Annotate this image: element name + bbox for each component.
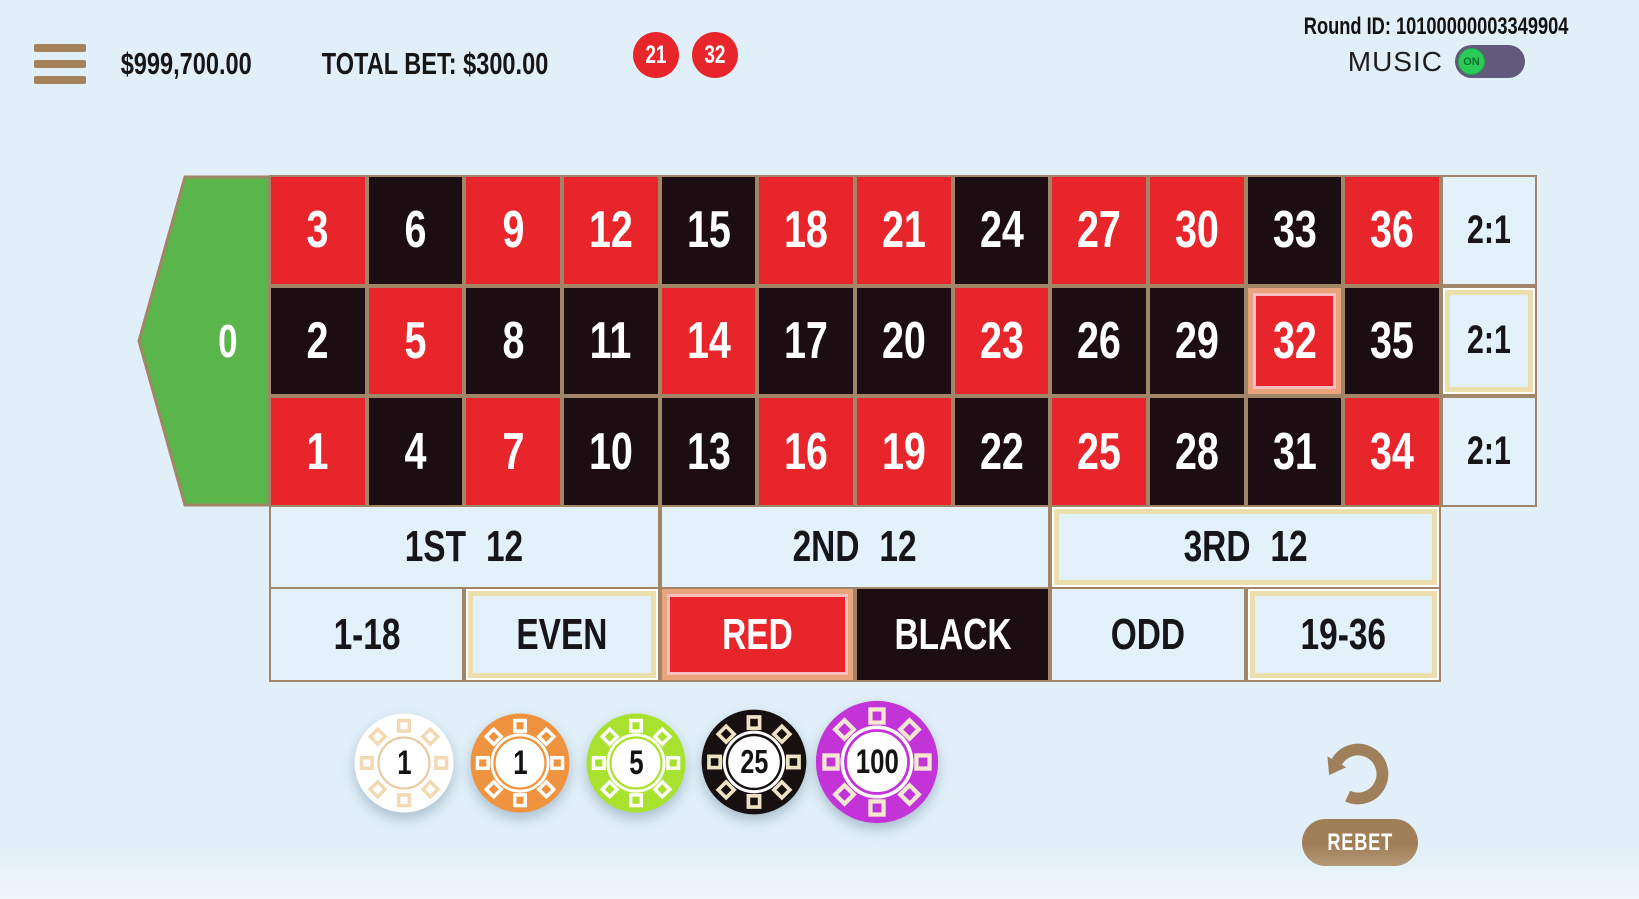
total-bet-label: TOTAL BET: $300.00 <box>321 46 549 81</box>
bet-1-18[interactable]: 1-18 <box>271 589 463 680</box>
bet-number-32[interactable]: 32 <box>1247 287 1342 395</box>
bet-number-36[interactable]: 36 <box>1345 177 1439 284</box>
column-bets: 2:1 2:1 2:1 <box>1441 175 1537 507</box>
bet-number-26[interactable]: 26 <box>1052 287 1146 395</box>
chip-100-selected[interactable]: 100 <box>814 699 940 825</box>
chip-5[interactable]: 5 <box>585 712 687 814</box>
chip-25[interactable]: 25 <box>700 708 808 816</box>
zero-shape-icon <box>137 175 271 507</box>
bet-number-9[interactable]: 9 <box>466 177 560 284</box>
bet-3rd-12[interactable]: 3RD 12 <box>1052 507 1439 587</box>
bet-black[interactable]: BLACK <box>856 589 1049 680</box>
roulette-betting-table: 0 3 6 9 12 15 18 21 24 27 30 33 36 2 5 8 11 14 17 20 23 26 29… <box>137 175 1537 682</box>
music-toggle[interactable]: ON <box>1455 45 1525 78</box>
bet-number-31[interactable]: 31 <box>1247 398 1342 505</box>
chip-value: 5 <box>628 743 644 782</box>
music-label: MUSIC <box>1347 45 1443 77</box>
bet-number-35[interactable]: 35 <box>1345 287 1439 395</box>
bet-even[interactable]: EVEN <box>466 589 658 680</box>
bet-number-11[interactable]: 11 <box>563 287 658 395</box>
bet-1st-12[interactable]: 1ST 12 <box>271 507 658 587</box>
recent-result-badge: 32 <box>692 32 738 78</box>
bet-number-8[interactable]: 8 <box>466 287 560 395</box>
recent-result-badge: 21 <box>633 32 679 78</box>
bet-number-29[interactable]: 29 <box>1149 287 1244 395</box>
hamburger-bar <box>34 76 86 84</box>
round-id-label: Round ID: 10100000003349904 <box>1303 13 1569 40</box>
chip-value: 1 <box>512 743 528 782</box>
bet-number-12[interactable]: 12 <box>563 177 658 284</box>
bet-number-15[interactable]: 15 <box>661 177 756 284</box>
bet-number-4[interactable]: 4 <box>368 398 463 505</box>
bet-number-3[interactable]: 3 <box>271 177 365 284</box>
music-control: MUSIC ON <box>1348 45 1525 78</box>
chip-face-icon <box>354 713 454 813</box>
chip-1[interactable]: 1 <box>469 712 571 814</box>
bet-number-10[interactable]: 10 <box>563 398 658 505</box>
hamburger-bar <box>34 60 86 68</box>
rebet-button[interactable]: REBET <box>1302 819 1418 866</box>
bet-column-middle[interactable]: 2:1 <box>1443 287 1535 395</box>
bet-number-14[interactable]: 14 <box>661 287 756 395</box>
bet-number-23[interactable]: 23 <box>954 287 1049 395</box>
chip-face-icon <box>701 709 807 815</box>
bet-number-27[interactable]: 27 <box>1052 177 1146 284</box>
zero-label: 0 <box>218 315 238 367</box>
bet-number-18[interactable]: 18 <box>759 177 853 284</box>
bet-number-19[interactable]: 19 <box>856 398 951 505</box>
bet-number-33[interactable]: 33 <box>1247 177 1342 284</box>
music-toggle-knob: ON <box>1458 48 1485 75</box>
chip-value: 1 <box>396 743 412 782</box>
bet-number-21[interactable]: 21 <box>856 177 951 284</box>
bet-number-13[interactable]: 13 <box>661 398 756 505</box>
chip-1[interactable]: 1 <box>353 712 455 814</box>
bet-19-36[interactable]: 19-36 <box>1247 589 1439 680</box>
balance-amount: $999,700.00 <box>120 46 252 81</box>
bet-red[interactable]: RED <box>661 589 853 680</box>
bet-number-6[interactable]: 6 <box>368 177 463 284</box>
bet-number-30[interactable]: 30 <box>1149 177 1244 284</box>
bet-number-7[interactable]: 7 <box>466 398 560 505</box>
bet-number-1[interactable]: 1 <box>271 398 365 505</box>
undo-arrow-icon <box>1327 743 1389 805</box>
bet-number-5[interactable]: 5 <box>368 287 463 395</box>
bet-number-22[interactable]: 22 <box>954 398 1049 505</box>
chip-value: 25 <box>740 743 768 780</box>
bet-number-34[interactable]: 34 <box>1345 398 1439 505</box>
bet-column-top[interactable]: 2:1 <box>1443 177 1535 284</box>
outside-bets: 1-18 EVEN RED BLACK ODD 19-36 <box>269 587 1441 682</box>
hamburger-menu-button[interactable] <box>34 44 86 84</box>
bet-number-2[interactable]: 2 <box>271 287 365 395</box>
dozen-bets: 1ST 12 2ND 12 3RD 12 <box>269 505 1441 589</box>
bet-number-28[interactable]: 28 <box>1149 398 1244 505</box>
bet-number-25[interactable]: 25 <box>1052 398 1146 505</box>
bet-number-20[interactable]: 20 <box>856 287 951 395</box>
chip-face-icon <box>815 700 939 824</box>
bet-number-17[interactable]: 17 <box>759 287 853 395</box>
recent-results: 21 32 <box>633 32 738 78</box>
hamburger-bar <box>34 44 86 52</box>
bet-zero[interactable]: 0 <box>137 175 271 507</box>
bet-number-16[interactable]: 16 <box>759 398 853 505</box>
undo-icon[interactable] <box>1320 736 1396 812</box>
bet-odd[interactable]: ODD <box>1052 589 1244 680</box>
bet-2nd-12[interactable]: 2ND 12 <box>661 507 1049 587</box>
number-grid: 3 6 9 12 15 18 21 24 27 30 33 36 2 5 8 11 14 17 20 23 26 29 32… <box>269 175 1441 507</box>
chip-face-icon <box>470 713 570 813</box>
chip-value: 100 <box>855 742 899 781</box>
chip-face-icon <box>586 713 686 813</box>
bet-column-bottom[interactable]: 2:1 <box>1443 398 1535 505</box>
bet-number-24[interactable]: 24 <box>954 177 1049 284</box>
